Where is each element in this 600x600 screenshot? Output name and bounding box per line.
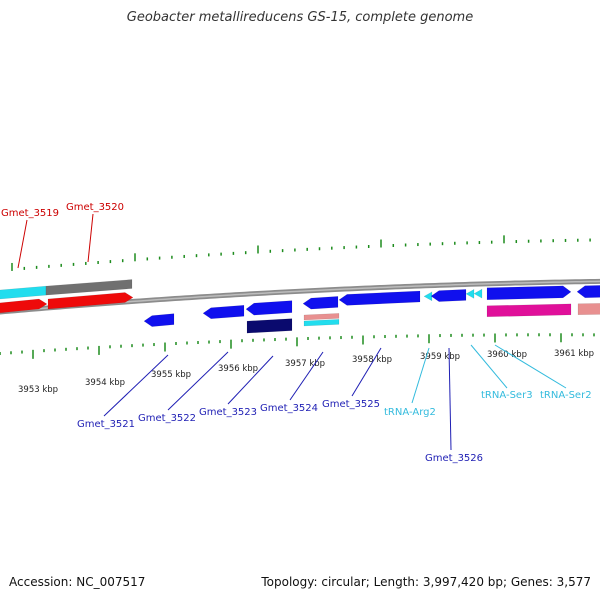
gene-3521: [143, 313, 175, 327]
label-leader-line: [87, 213, 94, 263]
gene-cyan-3519: [0, 285, 47, 300]
label-leader-line: [448, 347, 452, 451]
trna-ser3: [465, 289, 475, 299]
topology-text: Topology: circular; Length: 3,997,420 bp…: [261, 575, 591, 589]
label-leader-line: [227, 355, 274, 405]
label-leader-line: [103, 354, 169, 417]
gene-label: tRNA-Ser2: [540, 390, 592, 401]
scale-label: 3960 kbp: [487, 350, 527, 360]
gene-3528: [576, 285, 600, 299]
gene-label: tRNA-Arg2: [384, 407, 436, 418]
gene-label: Gmet_3523: [199, 407, 257, 418]
scale-label: 3955 kbp: [151, 370, 191, 380]
scale-ticks: [0, 235, 595, 359]
gene-3523b: [246, 318, 293, 334]
scale-label: 3954 kbp: [85, 378, 125, 388]
gene-gray-3520: [45, 279, 133, 296]
gene-3524a: [302, 296, 339, 310]
gene-label: Gmet_3520: [66, 202, 124, 213]
scale-label: 3957 kbp: [285, 359, 325, 369]
label-leader-line: [494, 344, 567, 389]
gene-3524c: [303, 319, 340, 327]
gene-label: Gmet_3525: [322, 399, 380, 410]
gene-3527: [486, 285, 572, 301]
accession-text: Accession: NC_007517: [9, 575, 146, 589]
gene-3527b: [486, 303, 572, 318]
gene-label: Gmet_3524: [260, 403, 318, 414]
gene-3525: [338, 290, 421, 306]
scale-label: 3956 kbp: [218, 364, 258, 374]
gene-label: Gmet_3519: [1, 208, 59, 219]
gene-3522: [202, 305, 245, 319]
gene-label: Gmet_3526: [425, 453, 483, 464]
scale-label: 3961 kbp: [554, 349, 594, 359]
label-leader-line: [17, 219, 28, 269]
label-leader-line: [289, 351, 324, 401]
label-leader-line: [411, 347, 430, 404]
gene-red-3520: [47, 292, 134, 310]
map-title: Geobacter metallireducens GS-15, complet…: [126, 10, 474, 25]
gene-3528b: [577, 303, 600, 315]
label-leader-line: [351, 347, 382, 397]
label-leader-line: [470, 344, 508, 389]
scale-label: 3959 kbp: [420, 352, 460, 362]
gene-label: Gmet_3522: [138, 413, 196, 424]
label-leader-line: [167, 351, 229, 411]
trna-ser2: [473, 288, 483, 299]
gene-red-3519: [0, 298, 48, 314]
gene-label: tRNA-Ser3: [481, 390, 533, 401]
gene-3524b: [303, 313, 340, 321]
scale-label: 3958 kbp: [352, 355, 392, 365]
gene-label: Gmet_3521: [77, 419, 135, 430]
gene-3526: [430, 289, 467, 302]
scale-label: 3953 kbp: [18, 385, 58, 395]
trna-arg2: [423, 291, 433, 302]
gene-3523a: [245, 300, 293, 316]
